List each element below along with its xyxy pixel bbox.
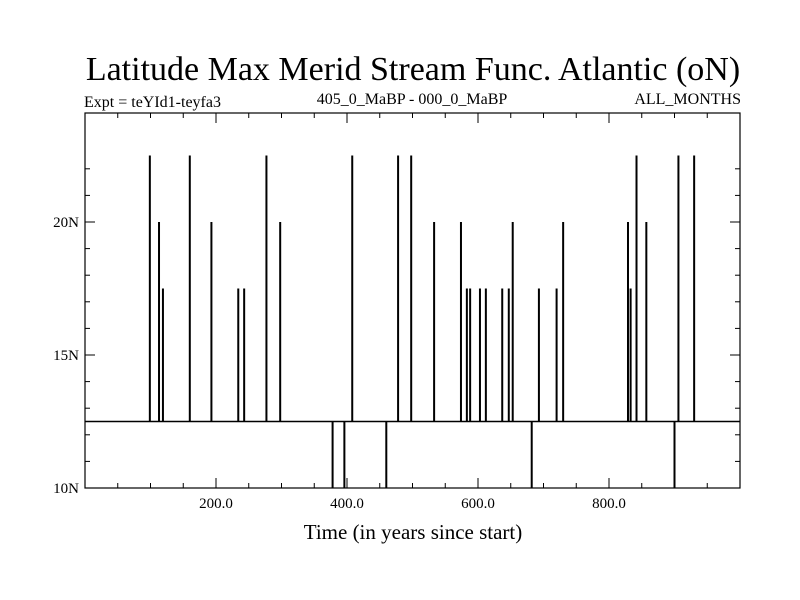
axis-ticks: 200.0 400.0 600.0 800.0 10N 15N 20N	[53, 113, 740, 512]
y-tick-label: 15N	[53, 348, 79, 364]
chart-title: Latitude Max Merid Stream Func. Atlantic…	[86, 51, 740, 88]
x-tick-label: 800.0	[592, 496, 626, 512]
y-tick-label: 10N	[53, 481, 79, 497]
x-tick-label: 200.0	[199, 496, 233, 512]
y-tick-label: 20N	[53, 215, 79, 231]
chart-subtitle-right: ALL_MONTHS	[634, 91, 741, 108]
x-axis-label: Time (in years since start)	[304, 520, 523, 544]
x-tick-label: 600.0	[461, 496, 495, 512]
series-line-group	[85, 155, 740, 488]
plot-frame	[84, 112, 741, 489]
chart-subtitle-left: Expt = teYId1-teyfa3	[84, 94, 221, 111]
x-tick-label: 400.0	[330, 496, 364, 512]
chart-subtitle-center: 405_0_MaBP - 000_0_MaBP	[317, 91, 508, 108]
